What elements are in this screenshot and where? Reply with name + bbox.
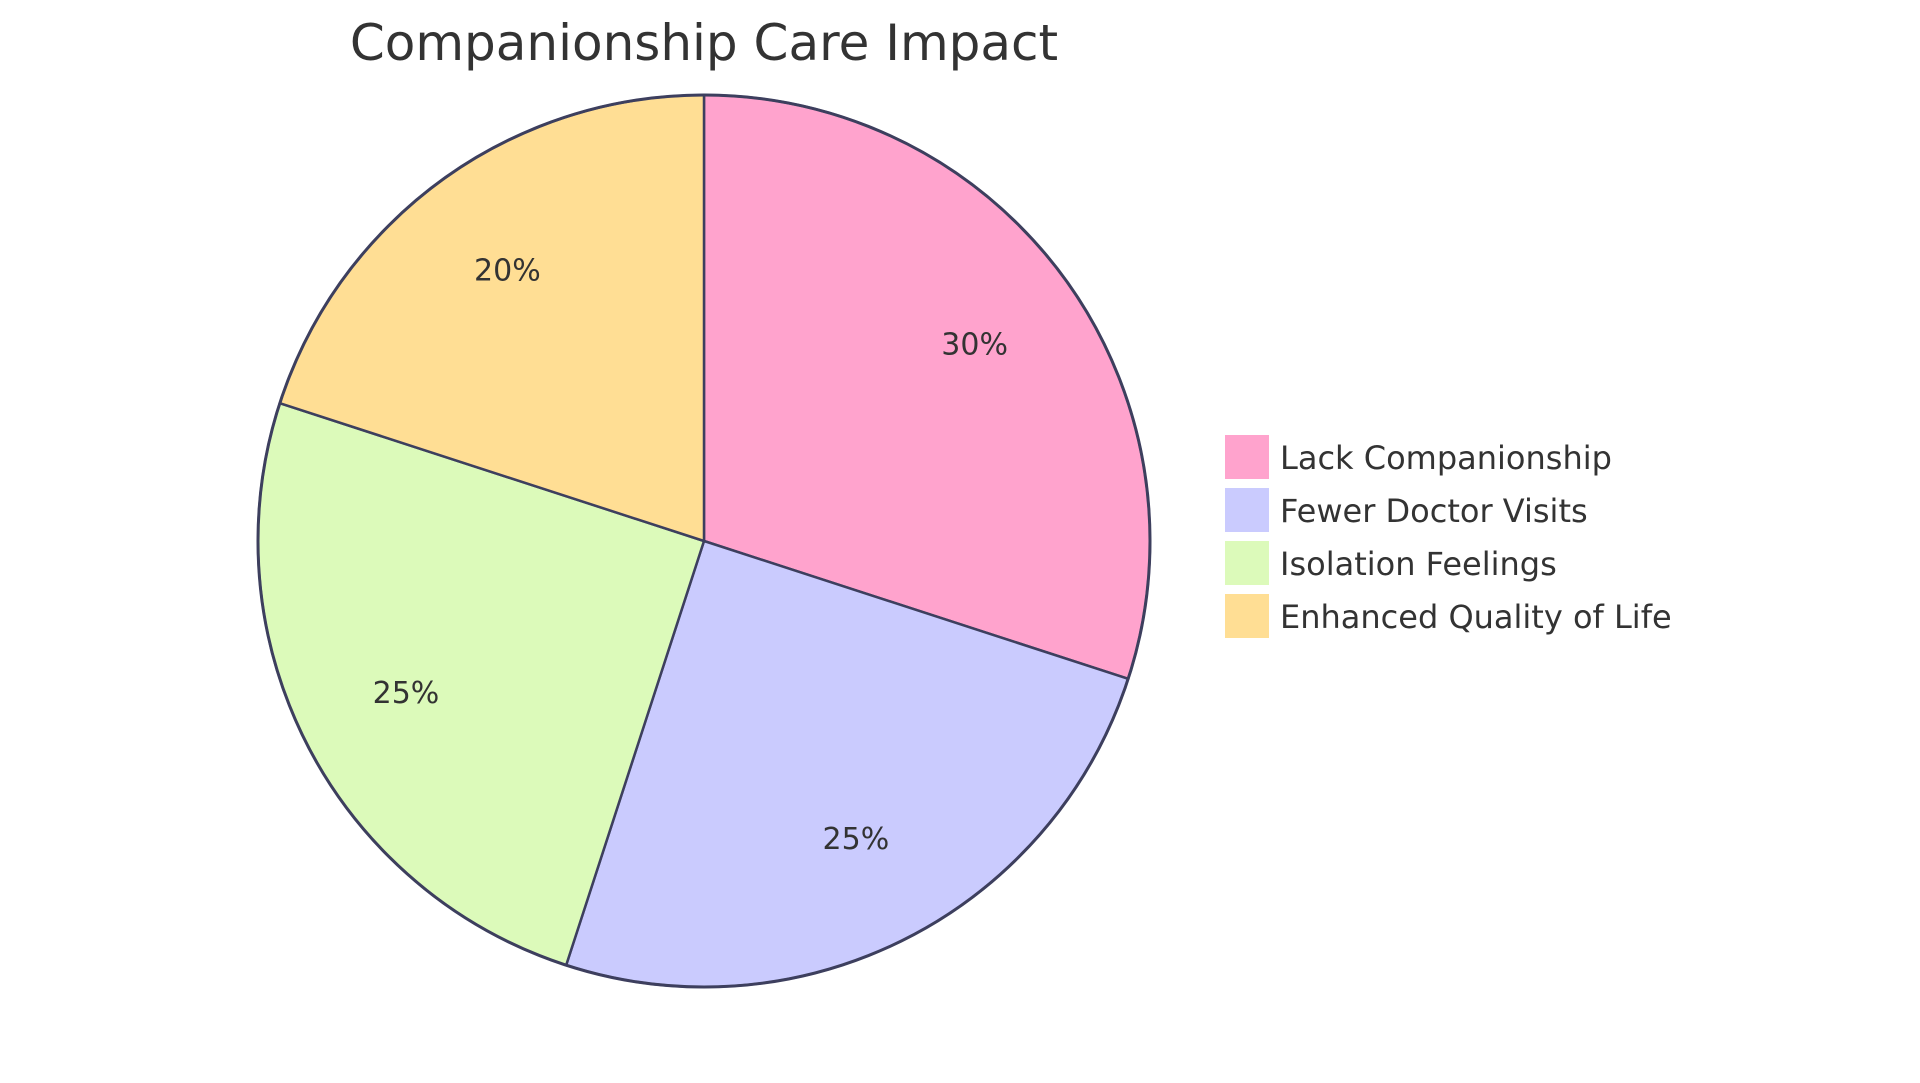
legend-swatch — [1225, 594, 1269, 638]
slice-percent-label: 30% — [941, 327, 1008, 362]
legend-label: Fewer Doctor Visits — [1280, 492, 1588, 530]
legend-label: Enhanced Quality of Life — [1280, 598, 1672, 636]
slice-percent-label: 20% — [474, 253, 541, 288]
slice-percent-label: 25% — [373, 676, 440, 711]
legend-label: Lack Companionship — [1280, 439, 1612, 477]
chart-title: Companionship Care Impact — [350, 14, 1058, 72]
slice-percent-label: 25% — [823, 822, 890, 857]
slice-labels: 30% 25% 25% 20% — [373, 253, 1008, 857]
legend-swatch — [1225, 541, 1269, 585]
legend-swatch — [1225, 435, 1269, 479]
pie-slices — [256, 93, 1152, 989]
legend: Lack Companionship Fewer Doctor Visits Iso… — [1225, 435, 1672, 638]
legend-swatch — [1225, 488, 1269, 532]
pie-outline — [256, 93, 1152, 989]
legend-label: Isolation Feelings — [1280, 545, 1557, 583]
